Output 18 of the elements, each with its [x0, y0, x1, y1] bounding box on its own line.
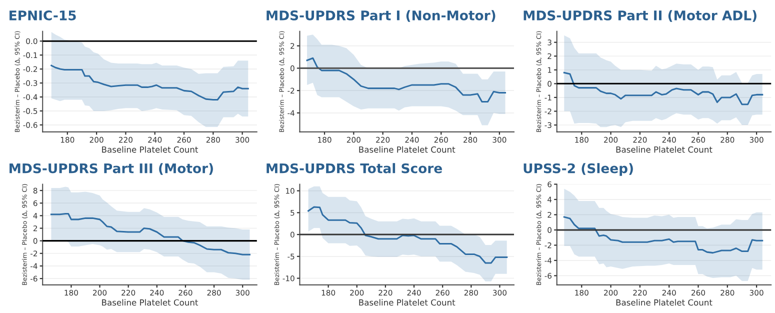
chart-title: EPNIC-15	[10, 10, 76, 20]
chart-title: MDS-UPDRS Part I (Non-Motor)	[266, 10, 496, 22]
line-series	[308, 206, 508, 264]
line-series	[306, 57, 506, 102]
x-axis-title: Baseline Platelet Count	[616, 299, 712, 306]
chart-title: MDS-UPDRS Part II (Motor ADL)	[524, 10, 756, 22]
line-series	[50, 64, 249, 101]
x-axis-title: Baseline Platelet Count	[359, 146, 456, 153]
line-series	[563, 216, 764, 254]
chart-title: MDS-UPDRS Part III (Motor)	[10, 163, 213, 175]
x-axis-title: Baseline Platelet Count	[102, 299, 198, 306]
line-series	[563, 72, 764, 106]
chart-title: UPSS-2 (Sleep)	[524, 163, 633, 176]
x-axis-title: Baseline Platelet Count	[102, 146, 198, 153]
x-axis-title: Baseline Platelet Count	[359, 299, 456, 306]
x-axis-title: Baseline Platelet Count	[616, 146, 712, 153]
line-series	[50, 213, 251, 256]
chart-title: MDS-UPDRS Total Score	[266, 163, 442, 174]
